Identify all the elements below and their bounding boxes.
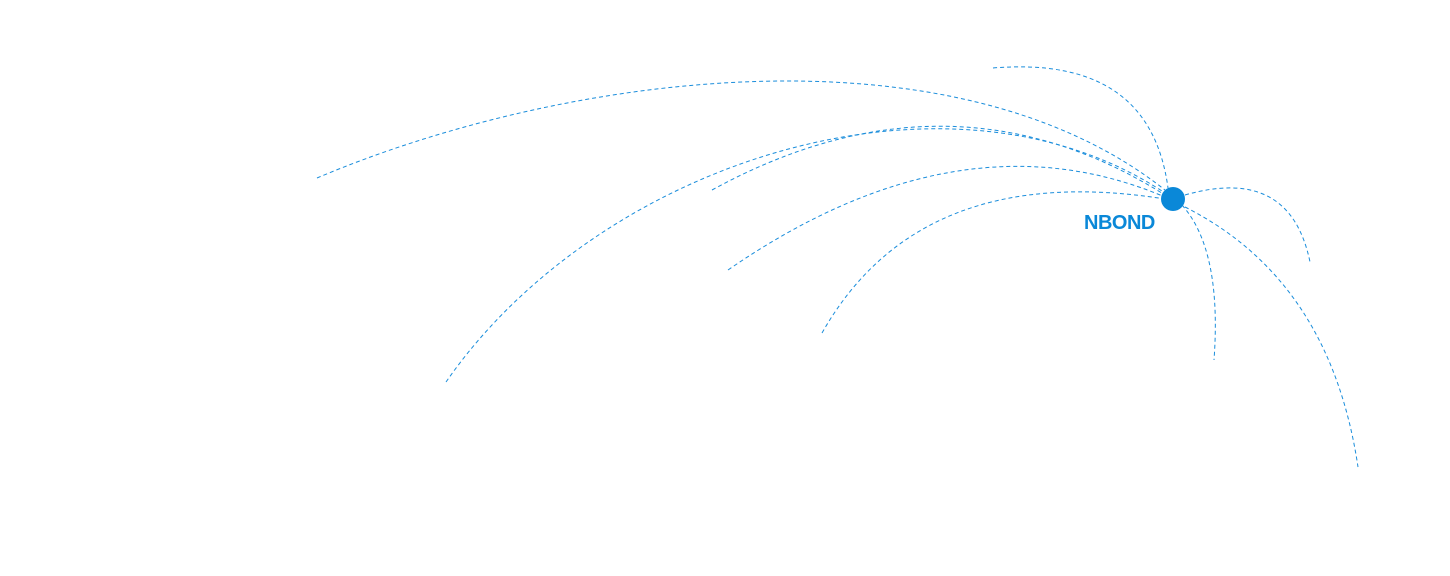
connection-arc: [711, 125, 1166, 196]
hub-label: NBOND: [1084, 212, 1155, 234]
hub-node: [1161, 187, 1185, 211]
connection-arc: [821, 191, 1166, 334]
connection-arc: [727, 165, 1166, 271]
connection-arc: [1184, 187, 1311, 263]
connection-arc: [445, 128, 1166, 383]
connection-arc: [992, 66, 1169, 189]
connection-arc: [1181, 204, 1216, 361]
connection-arc: [316, 80, 1166, 191]
connection-arc: [1184, 206, 1359, 468]
